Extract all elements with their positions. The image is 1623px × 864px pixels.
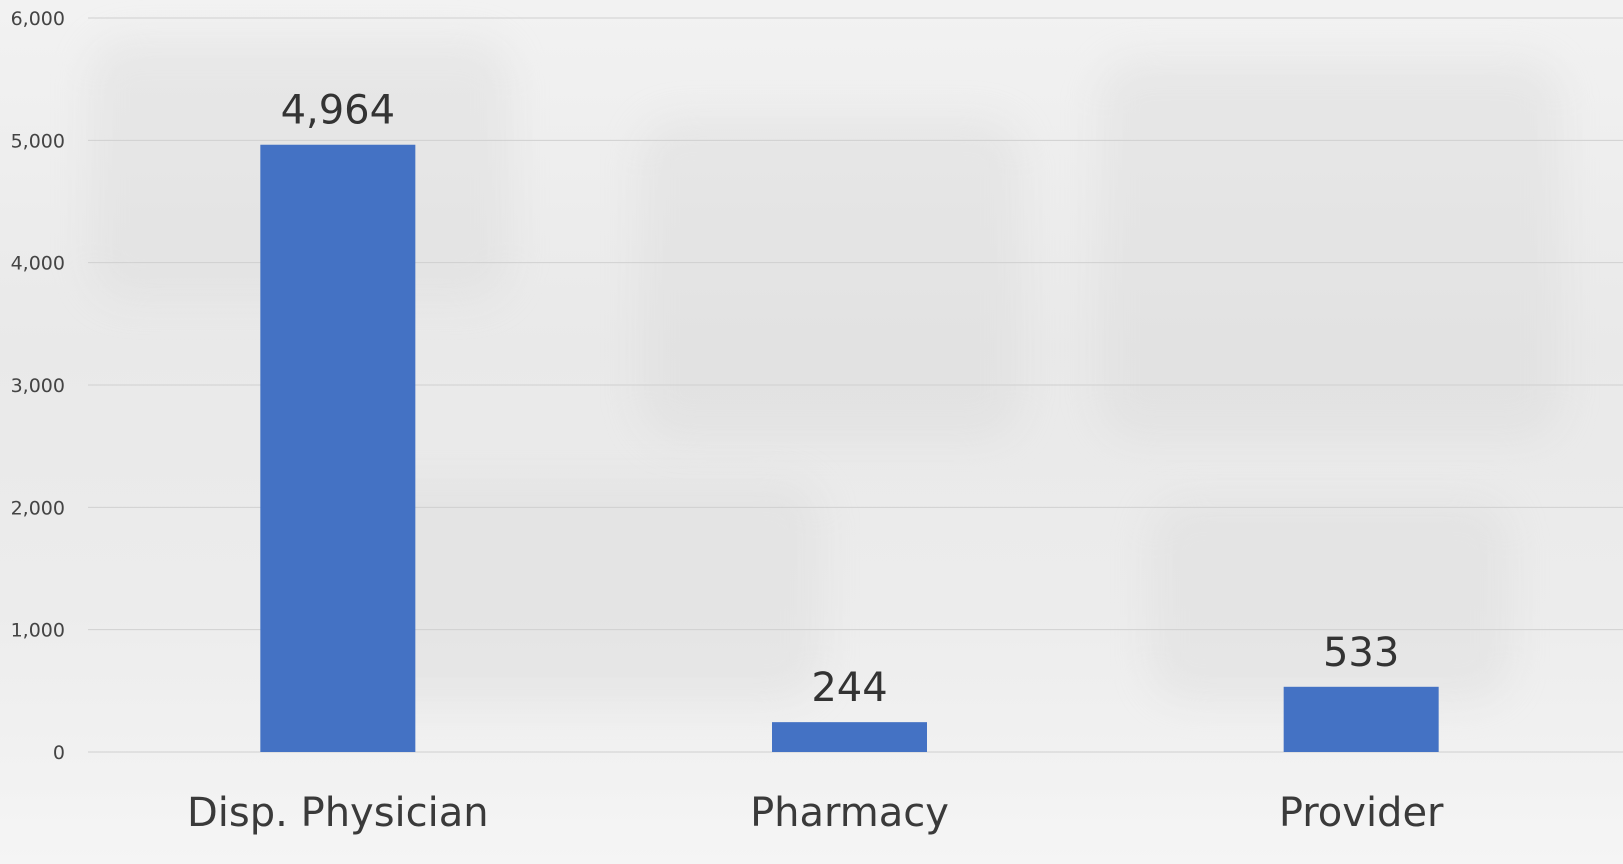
bar (1284, 687, 1439, 752)
y-tick-label: 3,000 (11, 375, 65, 397)
y-tick-label: 0 (53, 742, 65, 764)
category-labels: Disp. Physician Pharmacy Provider (187, 790, 1444, 836)
bars (260, 145, 1438, 752)
category-label: Provider (1279, 790, 1444, 836)
bar (772, 722, 927, 752)
y-axis-tick-labels: 0 1,000 2,000 3,000 4,000 5,000 6,000 (11, 8, 65, 764)
y-tick-label: 2,000 (11, 497, 65, 519)
y-tick-label: 6,000 (11, 8, 65, 30)
y-tick-label: 1,000 (11, 620, 65, 642)
category-label: Pharmacy (750, 790, 949, 836)
bar (260, 145, 415, 752)
y-tick-label: 4,000 (11, 253, 65, 275)
data-label: 4,964 (281, 88, 396, 134)
y-tick-label: 5,000 (11, 130, 65, 152)
data-label: 533 (1323, 630, 1399, 676)
data-labels: 4,964 244 533 (281, 88, 1400, 711)
data-label: 244 (811, 665, 887, 711)
category-label: Disp. Physician (187, 790, 489, 836)
